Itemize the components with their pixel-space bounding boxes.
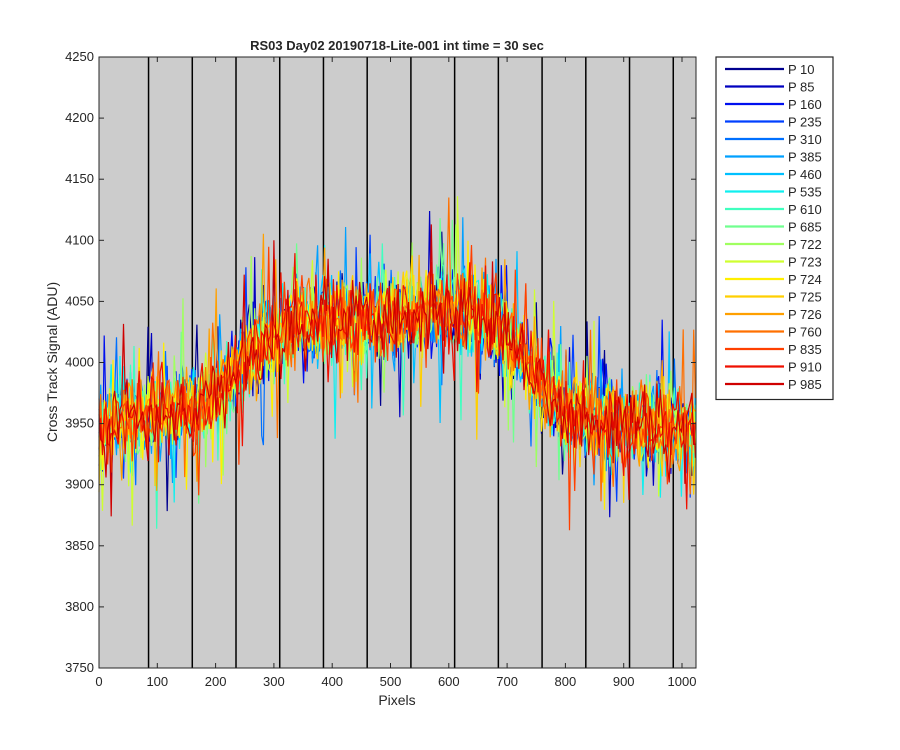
y-axis-label: Cross Track Signal (ADU)	[44, 282, 60, 442]
x-tick-label: 1000	[668, 674, 697, 689]
legend-box	[715, 56, 834, 401]
series-line	[98, 224, 696, 517]
x-tick-label: 0	[95, 674, 102, 689]
x-tick-label: 200	[205, 674, 227, 689]
x-tick-label: 100	[146, 674, 168, 689]
y-tick-label: 4150	[65, 171, 94, 186]
legend-label: P 723	[788, 255, 822, 270]
x-tick-label: 400	[321, 674, 343, 689]
legend-label: P 722	[788, 237, 822, 252]
legend-label: P 835	[788, 342, 822, 357]
legend-label: P 760	[788, 325, 822, 340]
y-tick-label: 4000	[65, 355, 94, 370]
legend-label: P 85	[788, 80, 815, 95]
legend-label: P 535	[788, 185, 822, 200]
y-tick-label: 3900	[65, 477, 94, 492]
x-tick-label: 700	[496, 674, 518, 689]
y-tick-label: 3750	[65, 660, 94, 675]
legend-label: P 160	[788, 97, 822, 112]
legend-label: P 235	[788, 115, 822, 130]
legend-label: P 910	[788, 360, 822, 375]
legend-label: P 685	[788, 220, 822, 235]
chart-title: RS03 Day02 20190718-Lite-001 int time = …	[250, 38, 544, 53]
y-axis: 3750 3800 3850 3900 3950 4000 4050 4100 4150 4200…	[65, 49, 696, 675]
legend-label: P 10	[788, 62, 815, 77]
legend-label: P 724	[788, 272, 822, 287]
series-lines	[98, 196, 696, 531]
legend-label: P 726	[788, 307, 822, 322]
x-tick-label: 600	[438, 674, 460, 689]
legend-label: P 310	[788, 132, 822, 147]
y-tick-label: 3800	[65, 599, 94, 614]
legend-label: P 985	[788, 377, 822, 392]
y-tick-label: 3950	[65, 416, 94, 431]
legend-label: P 610	[788, 202, 822, 217]
plot-area	[99, 57, 696, 668]
y-tick-label: 4250	[65, 49, 94, 64]
y-tick-label: 4100	[65, 232, 94, 247]
y-tick-label: 4200	[65, 110, 94, 125]
x-tick-label: 300	[263, 674, 285, 689]
x-tick-label: 500	[380, 674, 402, 689]
legend-label: P 725	[788, 290, 822, 305]
legend-label: P 460	[788, 167, 822, 182]
y-tick-label: 3850	[65, 538, 94, 553]
legend: P 10 P 85 P 160 P 235 P 310 P 385 P 460 P 535 P …	[715, 56, 834, 401]
legend-label: P 385	[788, 150, 822, 165]
x-tick-label: 900	[613, 674, 635, 689]
x-axis-label: Pixels	[378, 692, 415, 708]
x-axis: 0 100 200 300 400 500 600 700 800 900 1000	[95, 57, 696, 689]
y-tick-label: 4050	[65, 293, 94, 308]
x-tick-label: 800	[555, 674, 577, 689]
